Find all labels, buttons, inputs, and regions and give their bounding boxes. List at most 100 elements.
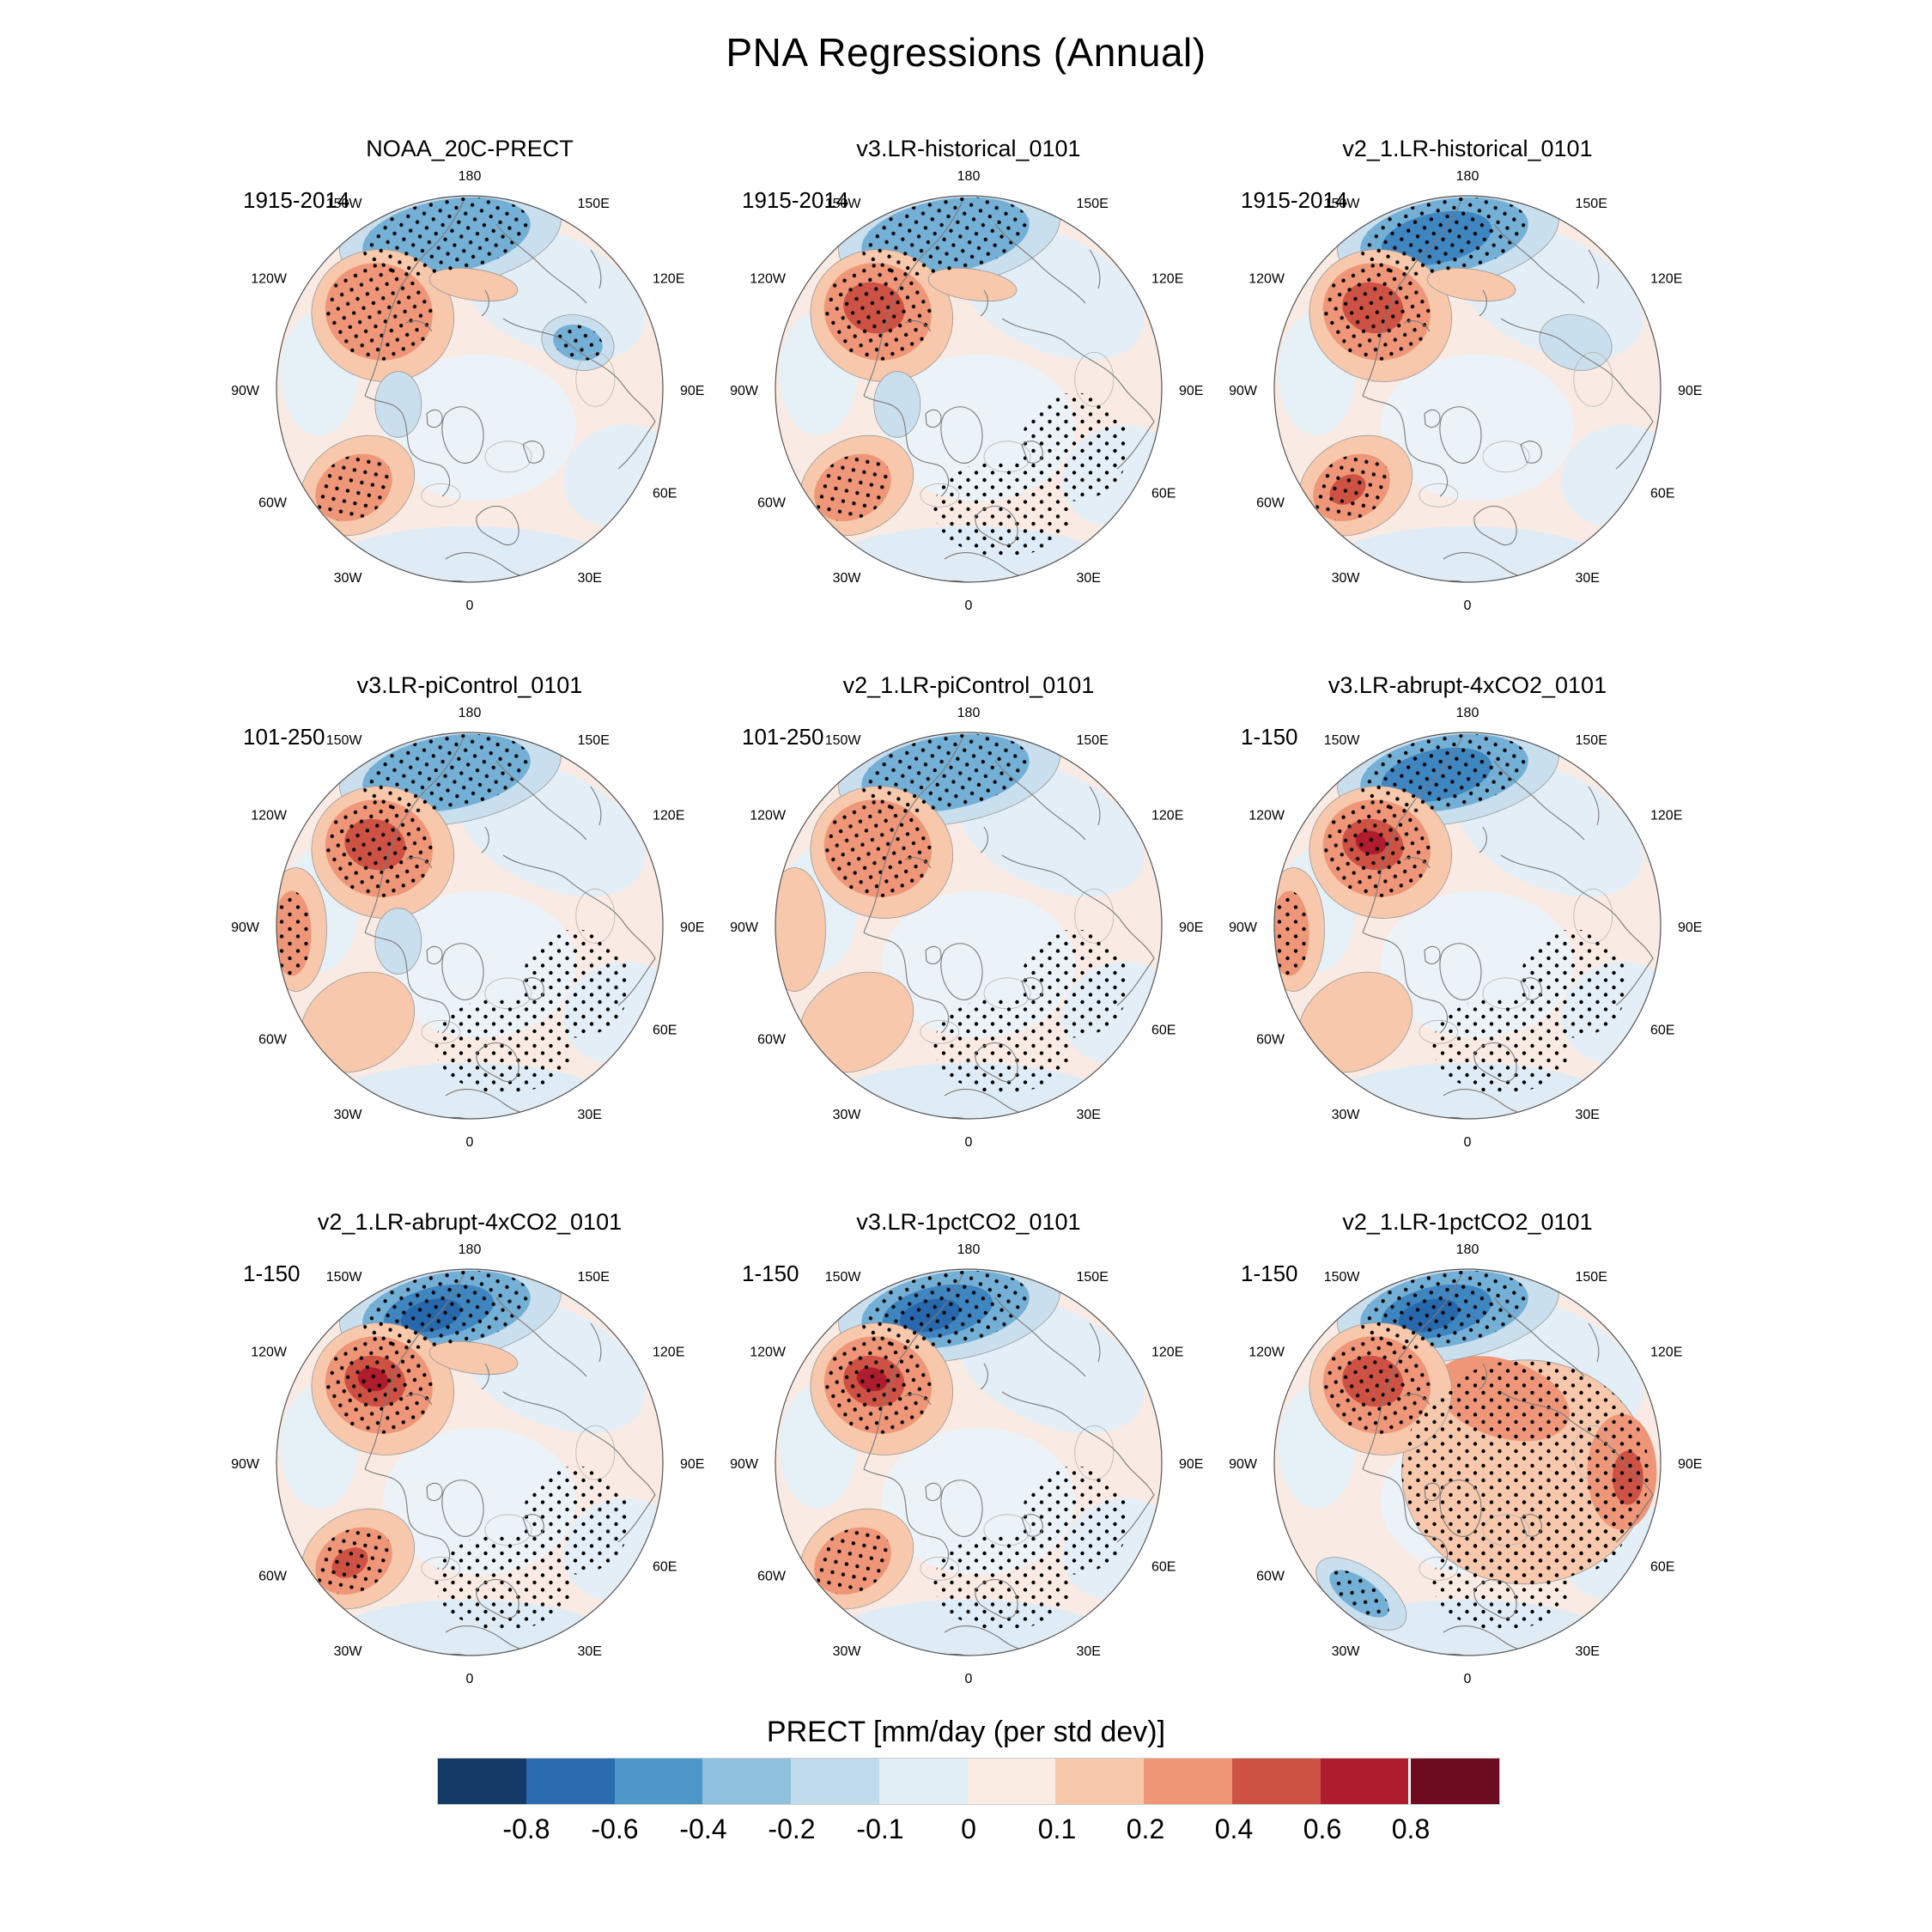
lon-label-150E: 150E (1576, 197, 1607, 211)
stipple-west_edge_orange (1274, 890, 1309, 976)
stipple-europe-stipple (1020, 1466, 1129, 1575)
lon-label-150E: 150E (1576, 1270, 1607, 1285)
map-outline (775, 195, 1163, 583)
lon-label-120E: 120E (1650, 272, 1682, 287)
colorbar-tick-0.2: 0.2 (1126, 1814, 1165, 1844)
lon-label-90E: 90E (1179, 1457, 1203, 1472)
map-outline (1273, 732, 1662, 1120)
coastlines (1362, 1273, 1654, 1656)
stipple-europe-stipple (1020, 392, 1129, 501)
stipple-alaska_orange (823, 1336, 932, 1434)
lon-label-90W: 90W (1229, 384, 1258, 398)
contour-line-0 (1482, 440, 1530, 473)
map-content (775, 196, 1162, 582)
map-panel-3: v2_1.LR-historical_0101 1915-2014 180 150E 1… (1229, 136, 1702, 613)
lon-label-120E: 120E (1151, 809, 1183, 823)
map-content (775, 1269, 1162, 1656)
stipple-pacific_blue (861, 197, 1030, 276)
contour-line-0 (484, 440, 532, 473)
colorbar-segment-9 (1231, 1759, 1321, 1804)
lon-label-90W: 90W (730, 920, 759, 935)
feature-hudson_blue-l0 (873, 371, 921, 438)
colorbar-segment-2 (614, 1759, 703, 1804)
map-content (1274, 196, 1661, 582)
lon-label-150W: 150W (825, 197, 862, 211)
lon-label-90E: 90E (680, 1457, 704, 1472)
colorbar-gap (1408, 1759, 1412, 1804)
lon-label-180: 180 (459, 169, 482, 184)
lon-label-180: 180 (459, 706, 482, 720)
lon-label-120E: 120E (653, 1346, 684, 1360)
bg-patch-1 (1380, 354, 1574, 501)
bg-patch-4 (325, 526, 615, 582)
panel-title: v3.LR-1pctCO2_0101 (856, 1209, 1080, 1235)
lon-label-150W: 150W (326, 733, 363, 748)
lon-label-90E: 90E (680, 920, 704, 935)
lon-label-60E: 60E (1151, 1024, 1176, 1038)
colorbar-tick-0.8: 0.8 (1391, 1814, 1431, 1844)
contour-line-2 (1573, 351, 1613, 407)
lon-label-60W: 60W (258, 496, 288, 511)
colorbar-segment-6 (967, 1759, 1056, 1804)
lon-label-0: 0 (965, 598, 973, 613)
lon-label-30W: 30W (334, 571, 363, 586)
panel-title: v3.LR-historical_0101 (856, 136, 1080, 161)
stipple-europe-stipple (1020, 929, 1129, 1038)
lon-label-60W: 60W (258, 1033, 288, 1048)
lon-label-30W: 30W (833, 1644, 862, 1659)
lon-label-60W: 60W (757, 1570, 787, 1584)
lon-label-150W: 150W (326, 197, 363, 211)
lon-label-150E: 150E (578, 197, 610, 211)
map-content (276, 196, 663, 582)
lon-label-180: 180 (957, 706, 981, 720)
lon-label-120W: 120W (750, 1346, 787, 1360)
lon-label-60E: 60E (1650, 487, 1674, 501)
bg-patch-1 (382, 354, 576, 501)
lon-label-150W: 150W (1324, 1270, 1361, 1285)
stipple-sw_blue (1329, 1570, 1389, 1618)
lon-label-60E: 60E (1650, 1560, 1674, 1575)
map-content (276, 732, 663, 1119)
lon-label-120E: 120E (1650, 1346, 1682, 1360)
lon-label-150W: 150W (825, 1270, 862, 1285)
lon-label-120W: 120W (1249, 272, 1285, 287)
stipple-pacific_blue (362, 733, 531, 812)
stipple-siberia_blue (553, 324, 603, 361)
feature-pole_streak_orange-l0 (927, 267, 1018, 302)
colorbar-tick-0.4: 0.4 (1214, 1814, 1254, 1844)
stipple-pacific_blue (1360, 1270, 1528, 1349)
lon-label-120W: 120W (251, 272, 288, 287)
lon-label-60E: 60E (653, 487, 677, 501)
lon-label-0: 0 (1464, 1135, 1472, 1150)
lon-label-90W: 90W (730, 384, 759, 398)
lon-label-60W: 60W (757, 1033, 787, 1048)
lon-label-120W: 120W (251, 809, 288, 823)
lon-label-150W: 150W (1324, 197, 1361, 211)
lon-label-60W: 60W (1256, 496, 1285, 511)
lon-label-90W: 90W (231, 1457, 260, 1472)
lon-label-30E: 30E (1077, 1108, 1101, 1122)
stipple-pacific_blue (1360, 197, 1528, 276)
lon-label-150E: 150E (578, 733, 610, 748)
stipple-alaska_orange (823, 799, 932, 897)
contour-line-1 (421, 483, 461, 507)
lon-label-60E: 60E (653, 1024, 677, 1038)
lon-label-30W: 30W (833, 571, 862, 586)
colorbar-tick--0.8: -0.8 (502, 1814, 550, 1844)
lon-label-30W: 30W (1332, 1108, 1361, 1122)
lon-label-120E: 120E (1151, 1346, 1183, 1360)
feature-pole_streak_orange-l0 (428, 1340, 519, 1376)
lon-label-180: 180 (1456, 169, 1479, 184)
panel-title: v2_1.LR-historical_0101 (1342, 136, 1592, 161)
panel-period: 1-150 (1241, 724, 1298, 750)
colorbar-bar (437, 1758, 1500, 1805)
panel-period: 1-150 (243, 1261, 301, 1286)
lon-label-60W: 60W (1256, 1570, 1285, 1584)
panels-grid: NOAA_20C-PRECT 1915-2014 180 150E 120E 90E 60E… (221, 112, 1717, 1722)
stipple-alaska_orange (325, 1336, 433, 1434)
lon-label-0: 0 (466, 1672, 474, 1686)
lon-label-30E: 30E (1077, 571, 1101, 586)
colorbar-tick-0: 0 (961, 1814, 976, 1844)
colorbar-segment-11 (1411, 1759, 1499, 1804)
